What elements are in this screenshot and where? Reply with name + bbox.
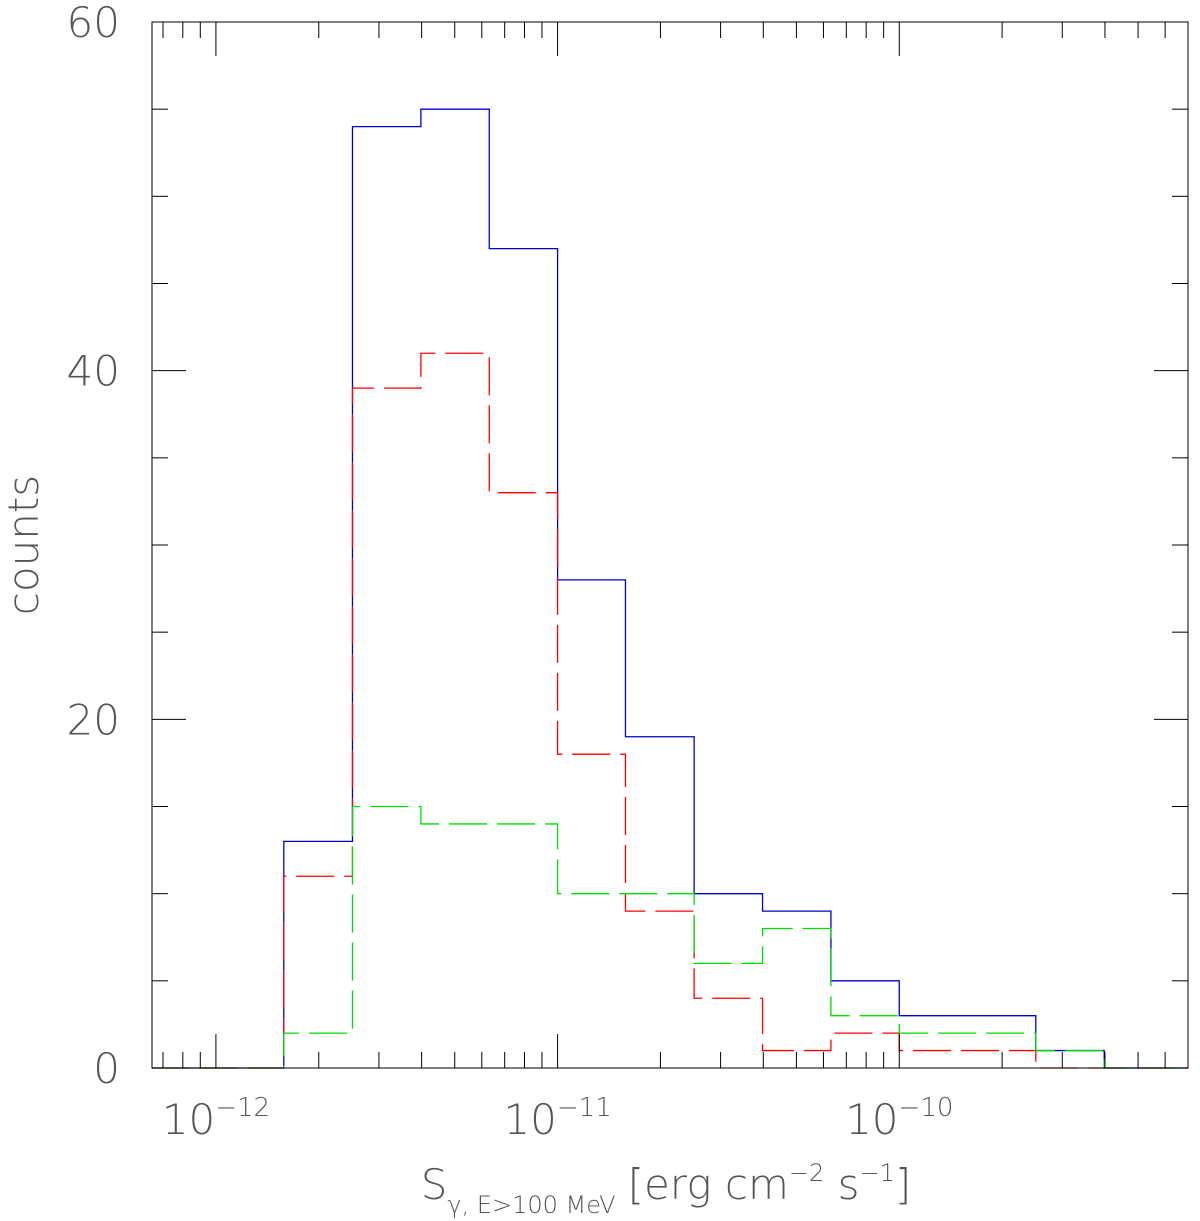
x-axis-label-units: [erg cm — [628, 1160, 789, 1209]
x-tick-label-exponent: −11 — [557, 1093, 612, 1123]
x-axis-label-exp1: −2 — [789, 1159, 824, 1187]
y-tick-label: 0 — [93, 1044, 120, 1093]
x-axis-label-units-mid: s — [824, 1160, 859, 1209]
histogram-series-3 — [152, 805, 1188, 1069]
x-tick-label-base: 10 — [845, 1095, 898, 1144]
x-axis-label: Sγ, E>100 MeV [erg cm−2 s−1] — [421, 1159, 912, 1219]
histogram-series-1 — [152, 108, 1188, 1069]
x-tick-label-exponent: −12 — [215, 1093, 270, 1123]
series-layer — [152, 108, 1188, 1069]
x-tick-label-base: 10 — [503, 1095, 556, 1144]
x-axis-label-exp2: −1 — [860, 1159, 895, 1187]
y-axis-label: counts — [0, 475, 48, 615]
x-tick-label: 10−11 — [503, 1093, 611, 1144]
x-tick-label: 10−12 — [162, 1093, 270, 1144]
histogram-series-2 — [152, 352, 1188, 1069]
y-tick-label: 20 — [67, 695, 120, 744]
x-axis-label-subscript: γ, E>100 MeV — [447, 1191, 615, 1219]
x-axis-label-units-suffix: ] — [895, 1160, 911, 1209]
y-tick-label: 40 — [67, 347, 120, 396]
x-axis-label-main: S — [421, 1160, 448, 1209]
tick-layer — [152, 21, 1188, 1069]
x-tick-label-base: 10 — [162, 1095, 215, 1144]
x-tick-label: 10−10 — [845, 1093, 953, 1144]
x-tick-label-exponent: −10 — [899, 1093, 954, 1123]
y-tick-label: 60 — [67, 0, 120, 47]
